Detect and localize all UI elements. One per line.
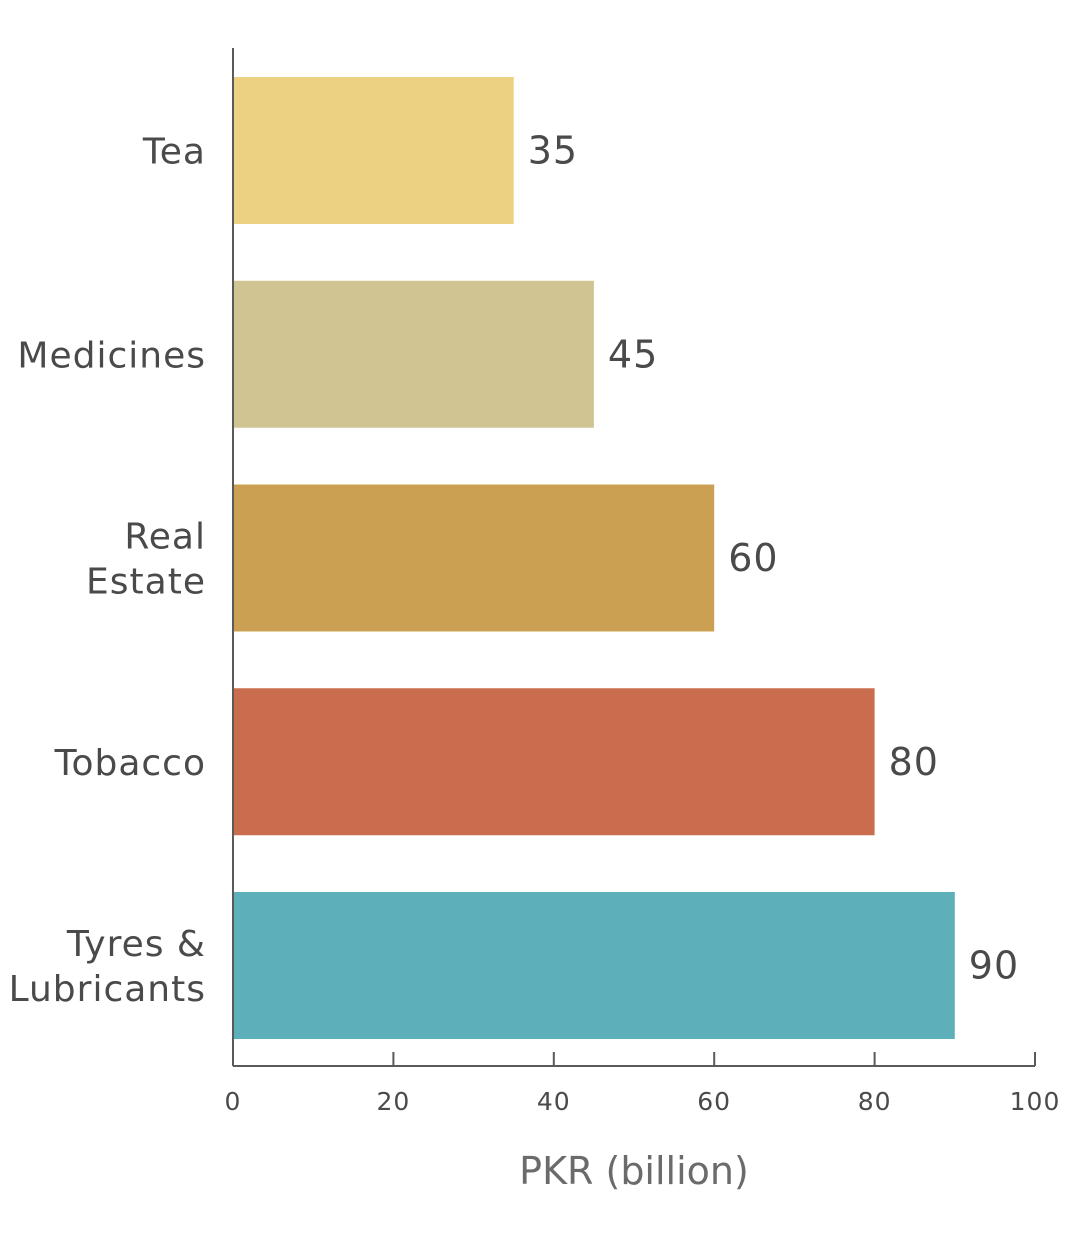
data-label: 35 bbox=[528, 129, 578, 173]
category-label: Medicines bbox=[17, 335, 206, 376]
x-tick-label: 100 bbox=[1010, 1087, 1061, 1116]
data-label: 45 bbox=[608, 332, 658, 376]
x-tick-label: 20 bbox=[376, 1087, 410, 1116]
category-label: Estate bbox=[86, 562, 206, 603]
bar-real-estate bbox=[233, 484, 715, 632]
bar-tea bbox=[233, 77, 514, 224]
bar-medicines bbox=[233, 280, 594, 428]
data-label: 80 bbox=[889, 740, 939, 784]
data-labels: 35 45 60 80 90 bbox=[528, 129, 1019, 988]
x-tick-label: 80 bbox=[858, 1087, 892, 1116]
x-tick-label: 0 bbox=[225, 1087, 242, 1116]
category-label: Tobacco bbox=[54, 743, 206, 784]
bar-tobacco bbox=[233, 688, 875, 836]
x-axis-title: PKR (billion) bbox=[519, 1149, 749, 1193]
x-tick-label: 60 bbox=[697, 1087, 731, 1116]
bar-tyres-lubricants bbox=[233, 892, 955, 1039]
data-label: 90 bbox=[969, 944, 1019, 988]
x-axis-ticks: 0 20 40 60 80 100 bbox=[225, 1052, 1061, 1116]
data-label: 60 bbox=[728, 536, 778, 580]
category-label: Tea bbox=[142, 132, 206, 173]
category-label: Tyres & bbox=[66, 924, 206, 965]
bars-layer bbox=[233, 77, 955, 1039]
category-label: Real bbox=[124, 517, 206, 558]
category-label: Lubricants bbox=[9, 969, 206, 1010]
x-tick-label: 40 bbox=[537, 1087, 571, 1116]
